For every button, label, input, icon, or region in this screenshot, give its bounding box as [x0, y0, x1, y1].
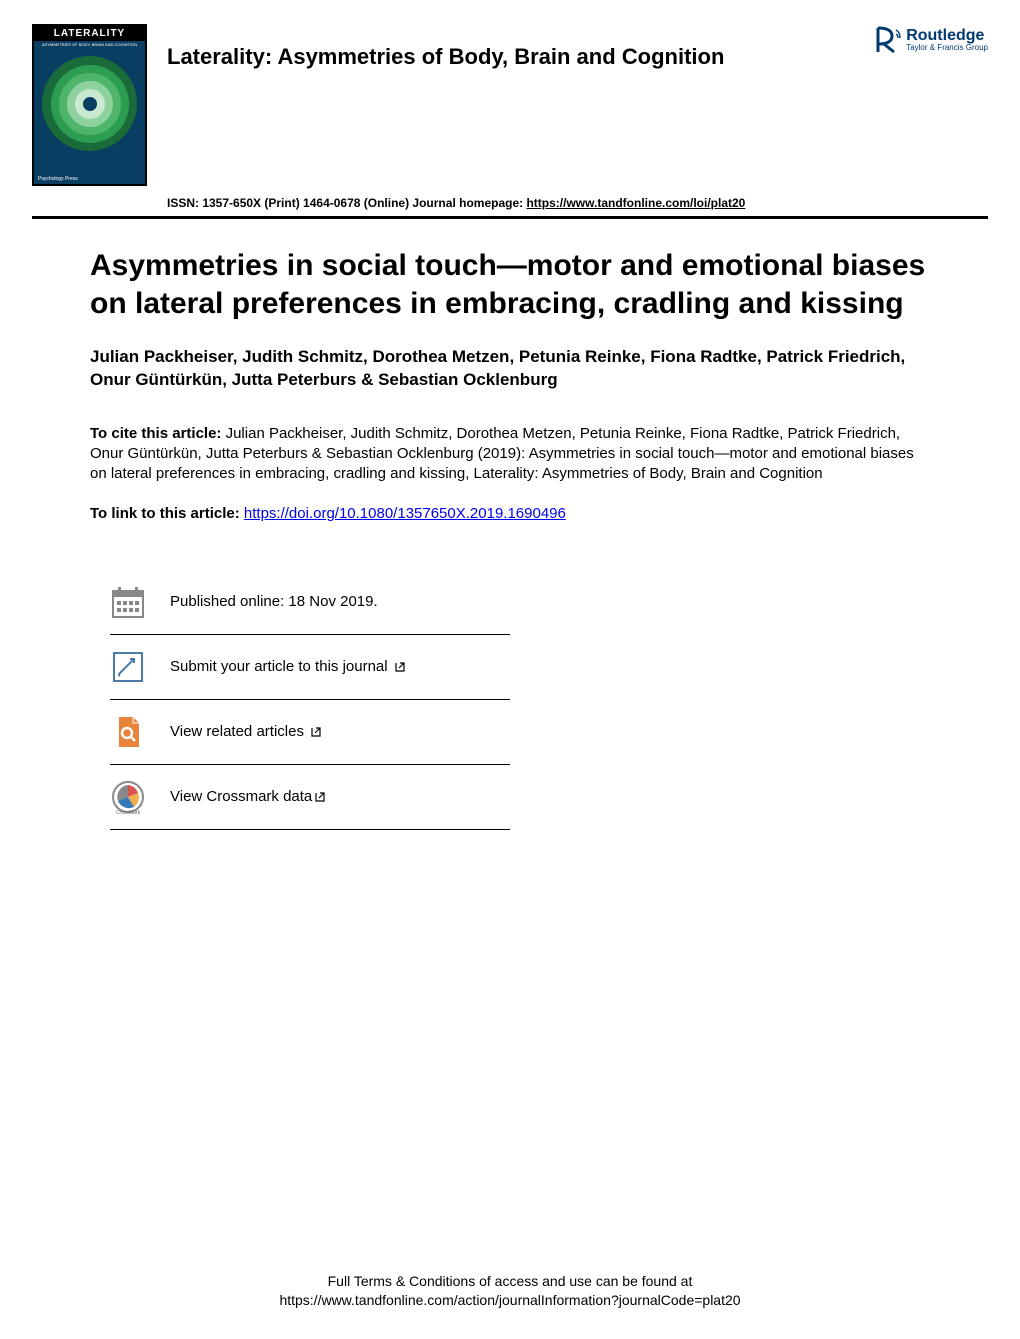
footer-line1: Full Terms & Conditions of access and us…: [0, 1272, 1020, 1292]
cover-footer: Psychology Press: [38, 176, 78, 182]
doi-link[interactable]: https://doi.org/10.1080/1357650X.2019.16…: [244, 505, 566, 522]
publisher-name: Routledge: [906, 28, 988, 44]
action-text-published: Published online: 18 Nov 2019.: [170, 593, 378, 610]
cover-subtitle: ASYMMETRIES OF BODY, BRAIN AND COGNITION: [34, 41, 145, 48]
journal-cover: LATERALITY ASYMMETRIES OF BODY, BRAIN AN…: [32, 24, 147, 186]
journal-homepage-link[interactable]: https://www.tandfonline.com/loi/plat20: [526, 196, 745, 210]
publisher-group: Taylor & Francis Group: [906, 44, 988, 52]
cover-title: LATERALITY: [34, 26, 145, 41]
external-link-icon: [310, 726, 322, 738]
action-text-related[interactable]: View related articles: [170, 723, 322, 740]
citation-label: To cite this article:: [90, 425, 226, 442]
calendar-icon: [110, 584, 146, 620]
cover-graphic: [42, 56, 137, 151]
action-submit[interactable]: Submit your article to this journal: [110, 635, 510, 699]
routledge-icon: [874, 24, 902, 56]
header-section: Routledge Taylor & Francis Group LATERAL…: [0, 0, 1020, 210]
action-related[interactable]: View related articles: [110, 700, 510, 764]
link-label: To link to this article:: [90, 505, 244, 522]
submit-icon: [110, 649, 146, 685]
action-text-submit[interactable]: Submit your article to this journal: [170, 658, 406, 675]
external-link-icon: [394, 661, 406, 673]
footer-link[interactable]: https://www.tandfonline.com/action/journ…: [279, 1292, 740, 1308]
journal-title: Laterality: Asymmetries of Body, Brain a…: [167, 44, 988, 70]
action-text-crossmark[interactable]: View Crossmark data: [170, 788, 326, 805]
link-section: To link to this article: https://doi.org…: [90, 505, 930, 522]
actions-list: Published online: 18 Nov 2019. Submit yo…: [90, 570, 930, 830]
action-divider: [110, 829, 510, 830]
action-published: Published online: 18 Nov 2019.: [110, 570, 510, 634]
article-title: Asymmetries in social touch—motor and em…: [90, 247, 930, 322]
svg-text:CrossMark: CrossMark: [116, 810, 141, 814]
issn-line: ISSN: 1357-650X (Print) 1464-0678 (Onlin…: [167, 196, 988, 210]
crossmark-icon: CrossMark: [110, 779, 146, 815]
citation-section: To cite this article: Julian Packheiser,…: [90, 424, 930, 485]
issn-text: ISSN: 1357-650X (Print) 1464-0678 (Onlin…: [167, 196, 526, 210]
article-authors: Julian Packheiser, Judith Schmitz, Dorot…: [90, 346, 930, 392]
action-crossmark[interactable]: CrossMark View Crossmark data: [110, 765, 510, 829]
main-content: Asymmetries in social touch—motor and em…: [0, 219, 1020, 830]
external-link-icon: [314, 791, 326, 803]
publisher-logo: Routledge Taylor & Francis Group: [874, 24, 988, 61]
footer-section: Full Terms & Conditions of access and us…: [0, 1272, 1020, 1311]
related-icon: [110, 714, 146, 750]
